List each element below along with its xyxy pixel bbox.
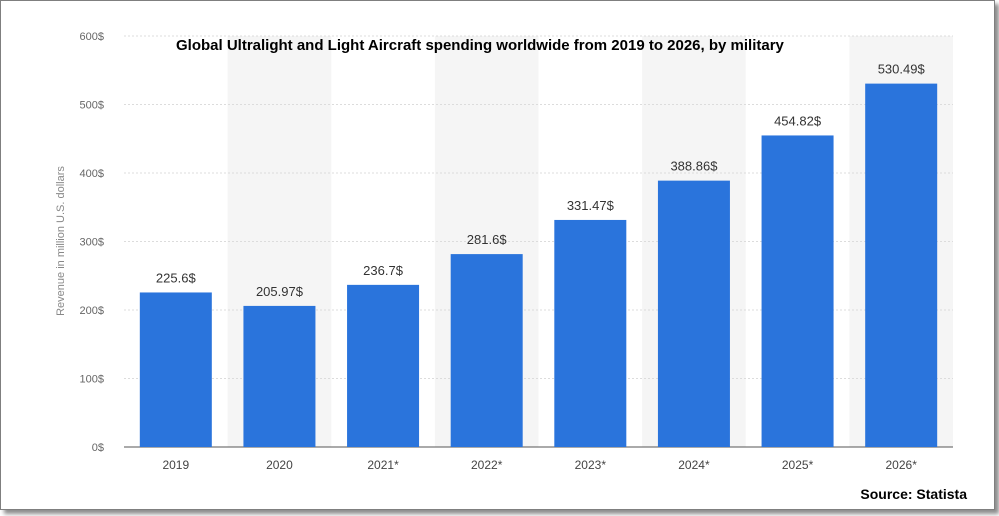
bars [139, 83, 938, 447]
bar [865, 83, 938, 447]
bar-chart: 0$ 100$ 200$ 300$ 400$ 500$ 600$ 225.6$ 205.97$… [55, 31, 967, 502]
data-label: 388.86$ [670, 159, 718, 174]
data-label: 236.7$ [363, 263, 404, 278]
x-tick-label: 2020 [266, 458, 293, 472]
bar [347, 284, 420, 447]
data-label: 225.6$ [156, 270, 197, 285]
y-tick-label: 100$ [80, 374, 104, 386]
data-label: 205.97$ [256, 284, 304, 299]
bar [657, 180, 730, 447]
bar [139, 292, 212, 447]
y-tick-label: 200$ [80, 305, 104, 317]
data-labels: 225.6$ 205.97$ 236.7$ 281.6$ 331.47$ 388.86$ 4… [156, 62, 926, 299]
x-tick-label: 2026* [886, 458, 918, 472]
x-tick-label: 2022* [471, 458, 503, 472]
source-note: Source: Statista [860, 486, 967, 502]
y-axis-label: Revenue in million U.S. dollars [55, 166, 67, 316]
data-label: 281.6$ [467, 232, 508, 247]
bar [554, 219, 627, 447]
bar [450, 254, 523, 447]
data-label: 454.82$ [774, 113, 822, 128]
y-tick-label: 400$ [80, 168, 104, 180]
bar [243, 305, 316, 447]
y-axis-ticks: 0$ 100$ 200$ 300$ 400$ 500$ 600$ [80, 31, 104, 454]
data-label: 331.47$ [567, 198, 615, 213]
bar [761, 135, 834, 447]
chart-title: Global Ultralight and Light Aircraft spe… [176, 37, 785, 54]
x-tick-label: 2021* [367, 458, 399, 472]
y-tick-label: 600$ [80, 31, 104, 43]
x-axis-ticks: 2019 2020 2021* 2022* 2023* 2024* 2025* 2026* [162, 458, 917, 472]
y-tick-label: 500$ [80, 100, 104, 112]
x-tick-label: 2024* [678, 458, 710, 472]
x-tick-label: 2019 [162, 458, 189, 472]
data-label: 530.49$ [878, 62, 926, 77]
x-tick-label: 2025* [782, 458, 814, 472]
y-tick-label: 0$ [92, 442, 104, 454]
y-tick-label: 300$ [80, 237, 104, 249]
x-tick-label: 2023* [575, 458, 607, 472]
